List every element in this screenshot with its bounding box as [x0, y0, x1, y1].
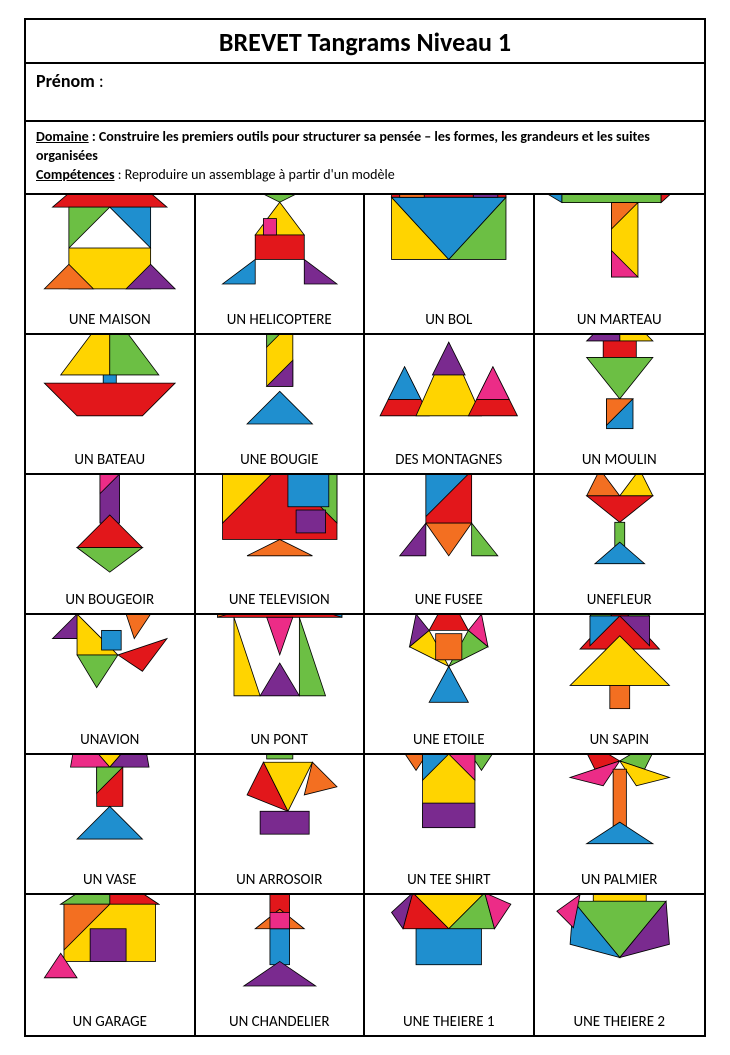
- page-title: BREVET Tangrams Niveau 1: [26, 20, 704, 64]
- tangram-cell: UNAVION: [26, 615, 196, 755]
- tangram-caption: DES MONTAGNES: [395, 449, 502, 469]
- competence-label: Compétences: [36, 166, 115, 183]
- tangram-icon: [198, 755, 362, 869]
- tangram-caption: UNE THEIERE 2: [573, 1011, 665, 1031]
- name-label: Prénom: [36, 70, 95, 92]
- tangram-cell: UNE FUSEE: [365, 475, 535, 615]
- tangram-icon: [28, 895, 192, 1011]
- tangram-icon: [28, 335, 192, 449]
- tangram-cell: DES MONTAGNES: [365, 335, 535, 475]
- tangram-caption: UN BOL: [425, 309, 472, 329]
- tangram-icon: [537, 475, 703, 589]
- tangram-cell: UN GARAGE: [26, 895, 196, 1035]
- tangram-caption: UNEFLEUR: [587, 589, 652, 609]
- header-block: Domaine : Construire les premiers outils…: [26, 122, 704, 195]
- tangram-cell: UNEFLEUR: [535, 475, 705, 615]
- tangram-caption: UN PONT: [251, 729, 308, 749]
- tangram-icon: [367, 755, 531, 869]
- competence-text: : Reproduire un assemblage à partir d'un…: [115, 166, 395, 183]
- name-colon: :: [95, 70, 104, 92]
- tangram-caption: UNE TELEVISION: [229, 589, 330, 609]
- tangram-icon: [537, 615, 703, 729]
- tangram-cell: UNE ETOILE: [365, 615, 535, 755]
- tangram-caption: UNE BOUGIE: [240, 449, 318, 469]
- tangram-icon: [367, 335, 531, 449]
- tangram-cell: UN PONT: [196, 615, 366, 755]
- tangram-caption: UN VASE: [83, 869, 136, 889]
- tangram-cell: UN VASE: [26, 755, 196, 895]
- tangram-caption: UN SAPIN: [590, 729, 649, 749]
- tangram-icon: [198, 895, 362, 1011]
- tangram-icon: [367, 615, 531, 729]
- tangram-caption: UN MOULIN: [582, 449, 657, 469]
- tangram-caption: UNE THEIERE 1: [403, 1011, 495, 1031]
- tangram-caption: UNAVION: [80, 729, 139, 749]
- tangram-icon: [367, 195, 531, 309]
- tangram-icon: [537, 895, 703, 1011]
- tangram-cell: UN MOULIN: [535, 335, 705, 475]
- tangram-icon: [537, 195, 703, 309]
- tangram-cell: UN SAPIN: [535, 615, 705, 755]
- tangram-cell: UN BOUGEOIR: [26, 475, 196, 615]
- tangram-caption: UN BOUGEOIR: [65, 589, 154, 609]
- tangram-cell: UN TEE SHIRT: [365, 755, 535, 895]
- tangram-caption: UN ARROSOIR: [236, 869, 322, 889]
- tangram-caption: UN HELICOPTERE: [227, 309, 332, 329]
- tangram-cell: UNE TELEVISION: [196, 475, 366, 615]
- tangram-cell: UNE MAISON: [26, 195, 196, 335]
- tangram-cell: UN ARROSOIR: [196, 755, 366, 895]
- tangram-caption: UN GARAGE: [73, 1011, 147, 1031]
- domain-text: : Construire les premiers outils pour st…: [36, 128, 650, 164]
- worksheet: BREVET Tangrams Niveau 1 Prénom : Domain…: [24, 18, 706, 1037]
- tangram-cell: UNE BOUGIE: [196, 335, 366, 475]
- tangram-icon: [28, 755, 192, 869]
- tangram-caption: UNE MAISON: [69, 309, 151, 329]
- tangram-cell: UN HELICOPTERE: [196, 195, 366, 335]
- tangram-cell: UN BATEAU: [26, 335, 196, 475]
- tangram-icon: [198, 615, 362, 729]
- tangram-caption: UN MARTEAU: [577, 309, 662, 329]
- domain-label: Domaine: [36, 128, 89, 145]
- tangram-cell: UN BOL: [365, 195, 535, 335]
- tangram-icon: [28, 195, 192, 309]
- tangram-caption: UNE FUSEE: [415, 589, 483, 609]
- tangram-cell: UN MARTEAU: [535, 195, 705, 335]
- tangram-caption: UN BATEAU: [74, 449, 145, 469]
- tangram-icon: [198, 195, 362, 309]
- tangram-cell: UNE THEIERE 1: [365, 895, 535, 1035]
- tangram-icon: [537, 755, 703, 869]
- tangram-icon: [198, 475, 362, 589]
- tangram-grid: UNE MAISON UN HELICOPTERE UN BOL UN MARTEAU…: [26, 195, 704, 1035]
- tangram-icon: [28, 475, 192, 589]
- tangram-icon: [198, 335, 362, 449]
- name-field-row: Prénom :: [26, 64, 704, 122]
- tangram-caption: UNE ETOILE: [413, 729, 485, 749]
- tangram-caption: UN CHANDELIER: [229, 1011, 330, 1031]
- tangram-icon: [367, 475, 531, 589]
- tangram-icon: [367, 895, 531, 1011]
- tangram-cell: UN PALMIER: [535, 755, 705, 895]
- tangram-icon: [28, 615, 192, 729]
- tangram-caption: UN TEE SHIRT: [407, 869, 490, 889]
- tangram-caption: UN PALMIER: [581, 869, 657, 889]
- tangram-cell: UN CHANDELIER: [196, 895, 366, 1035]
- tangram-icon: [537, 335, 703, 449]
- tangram-cell: UNE THEIERE 2: [535, 895, 705, 1035]
